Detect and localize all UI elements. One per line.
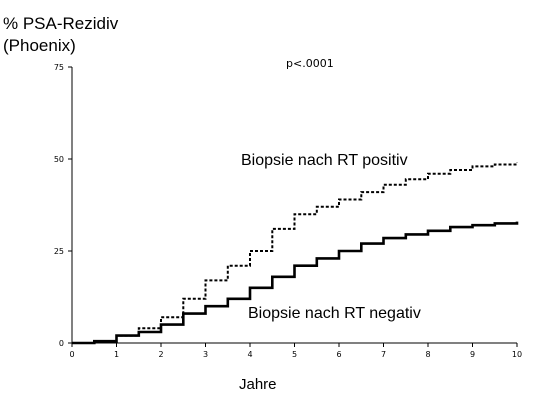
- x-tick-label: 2: [158, 350, 163, 359]
- axes: [71, 67, 517, 344]
- y-tick-label: 0: [59, 339, 64, 348]
- x-axis-title: Jahre: [239, 376, 277, 393]
- ticks: 0 1 2 3 4 5 6 7 8 9 10 0 25 50 75: [54, 63, 522, 359]
- series-label-positive: Biopsie nach RT positiv: [241, 152, 408, 169]
- x-tick-label: 9: [470, 350, 475, 359]
- x-tick-label: 4: [247, 350, 252, 359]
- y-axis-title: % PSA-Rezidiv (Phoenix): [3, 13, 118, 57]
- p-value-annotation: p<.0001: [286, 57, 334, 70]
- series-line-positive: [72, 162, 518, 344]
- y-tick-label: 75: [54, 63, 64, 72]
- x-tick-label: 6: [336, 350, 341, 359]
- x-tick-label: 8: [425, 350, 430, 359]
- series-label-negative: Biopsie nach RT negativ: [248, 305, 421, 322]
- y-tick-label: 25: [54, 247, 64, 256]
- x-tick-label: 10: [512, 350, 522, 359]
- x-tick-label: 5: [292, 350, 297, 359]
- x-tick-label: 0: [69, 350, 74, 359]
- y-tick-label: 50: [54, 155, 64, 164]
- x-tick-label: 7: [381, 350, 386, 359]
- series-line-negative: [72, 221, 519, 345]
- y-axis-title-line2: (Phoenix): [3, 36, 76, 55]
- y-axis-title-line1: % PSA-Rezidiv: [3, 14, 119, 33]
- x-tick-label: 3: [203, 350, 208, 359]
- series-lines: [72, 162, 519, 345]
- x-tick-label: 1: [114, 350, 119, 359]
